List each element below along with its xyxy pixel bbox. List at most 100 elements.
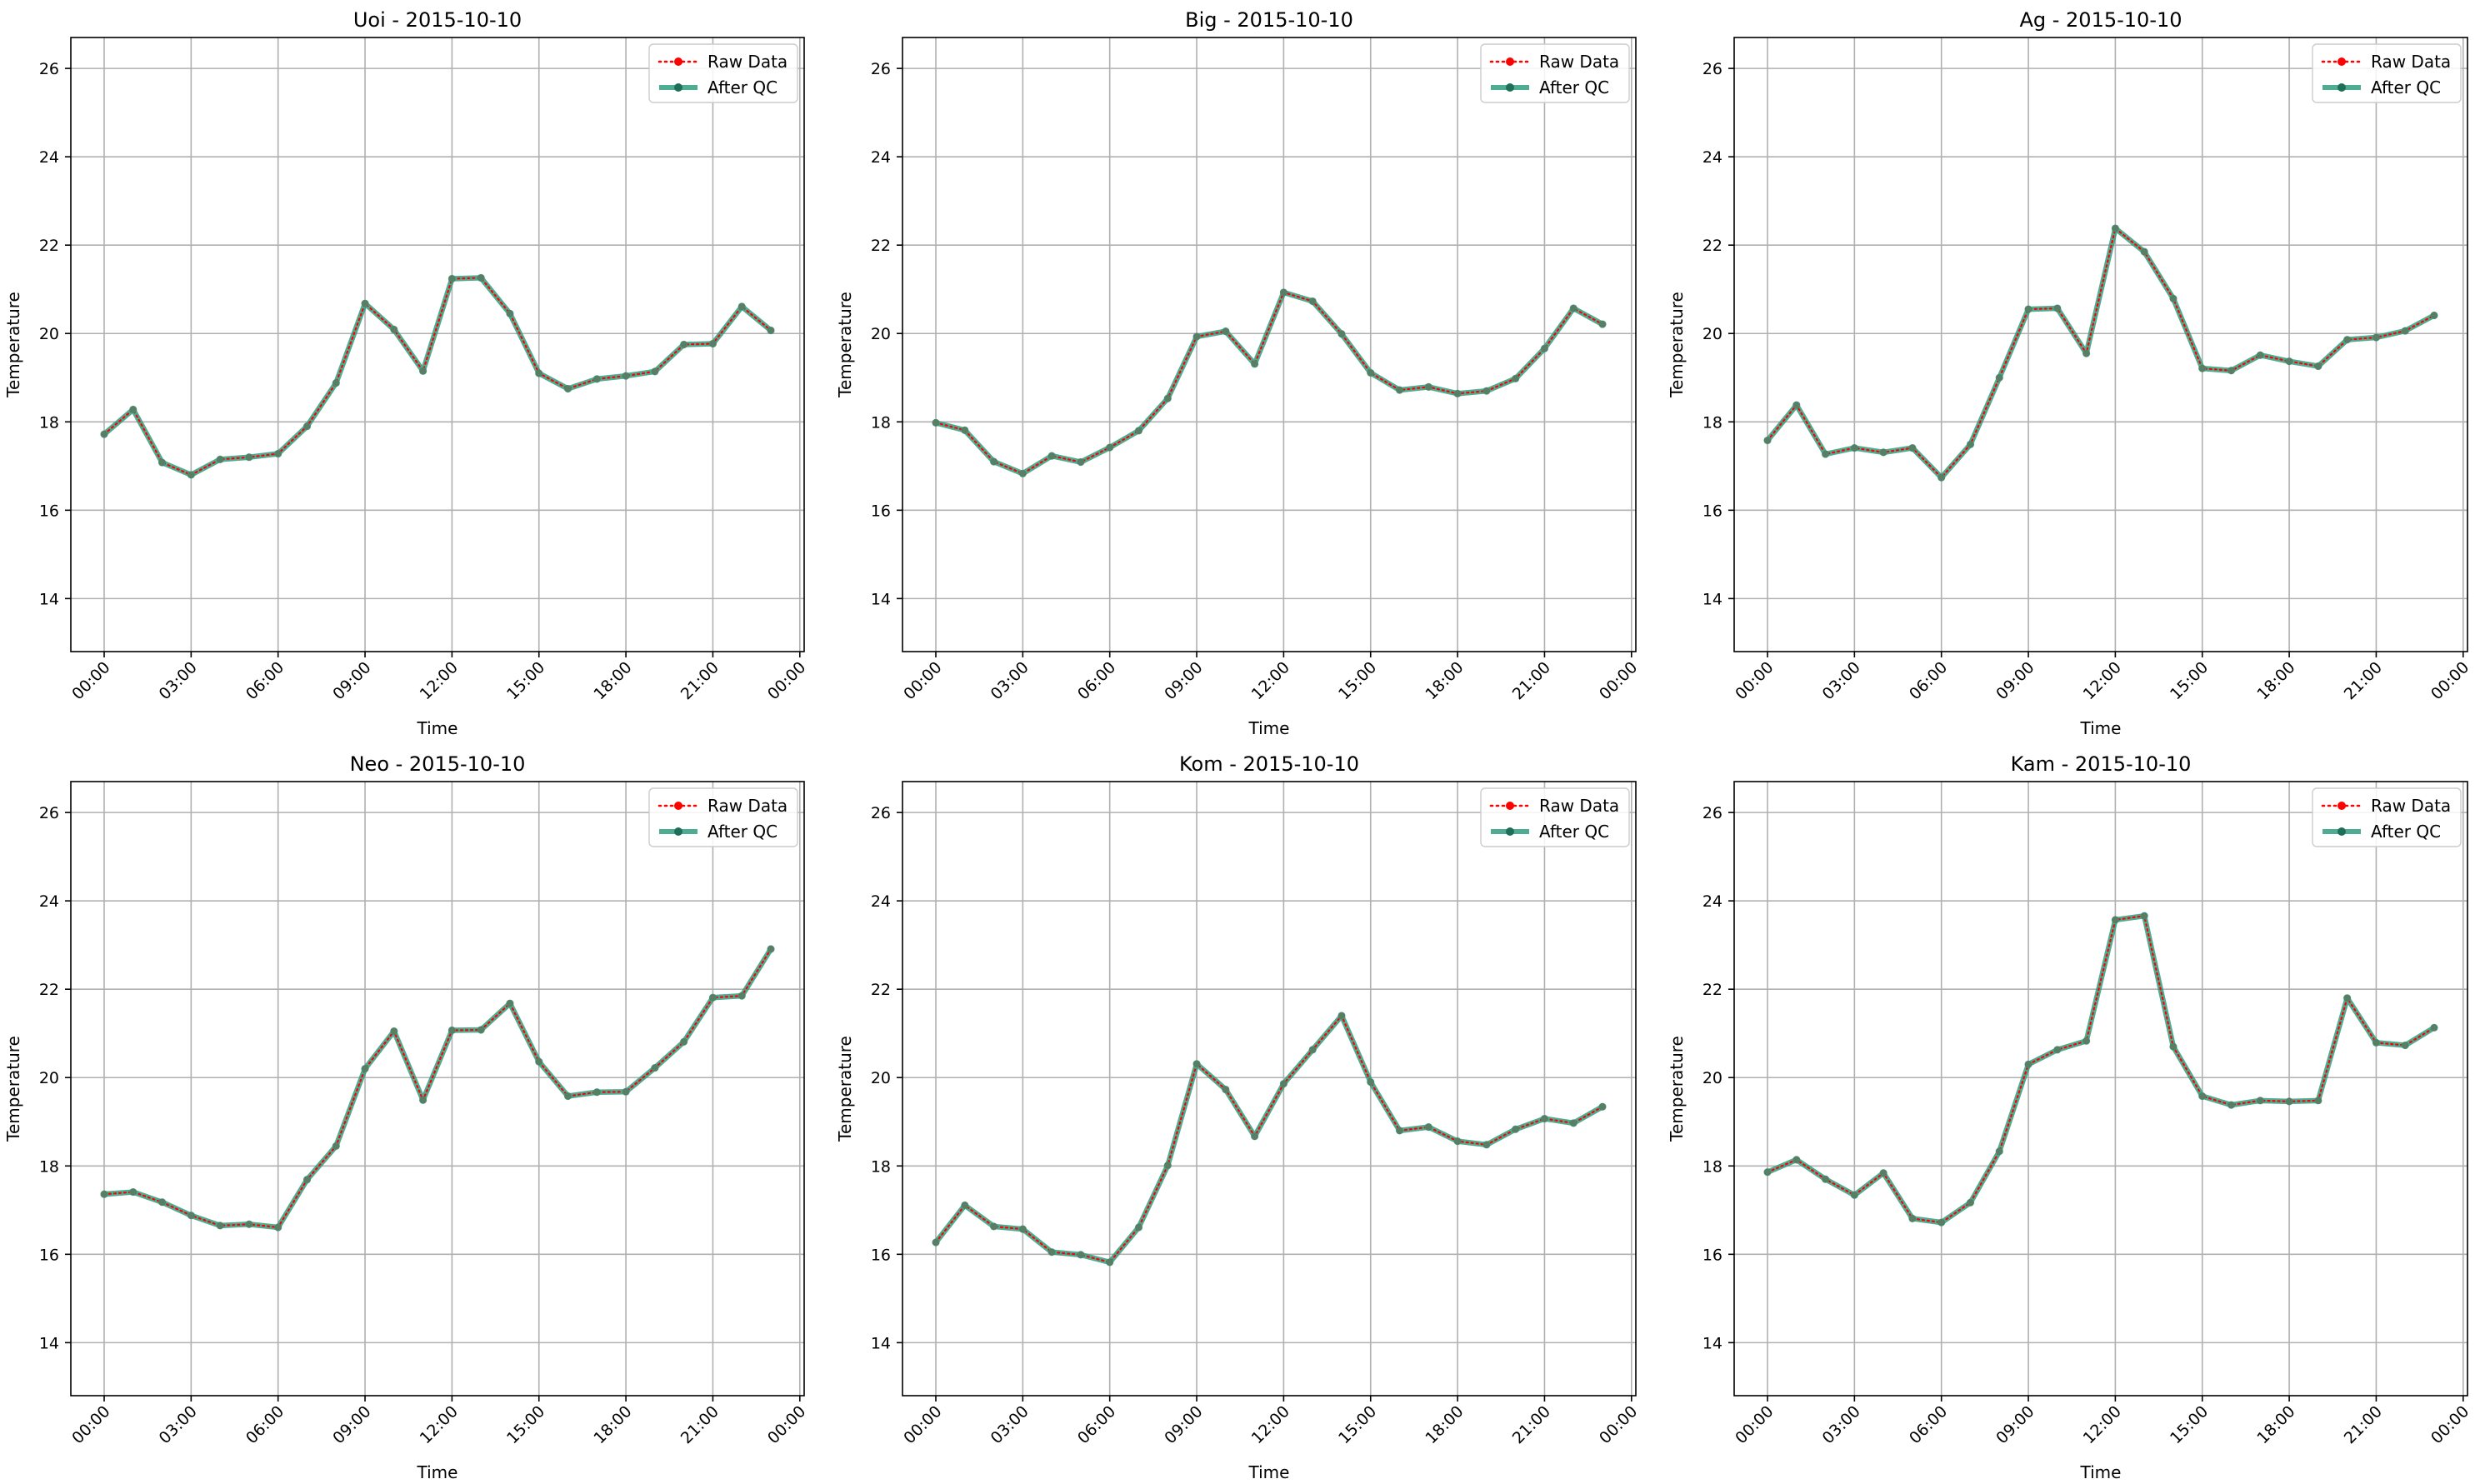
after-qc-point	[2169, 294, 2178, 302]
y-tick-label: 18	[871, 1157, 891, 1176]
y-axis-label: Temperature	[835, 292, 855, 398]
x-tick-label: 12:00	[417, 658, 462, 703]
y-tick-label: 26	[39, 804, 59, 822]
after-qc-point	[1995, 1147, 2003, 1156]
after-qc-point	[563, 384, 572, 393]
x-tick-label: 06:00	[242, 658, 288, 703]
after-qc-point	[1134, 1223, 1143, 1232]
y-tick-label: 26	[1702, 60, 1722, 78]
after-qc-point	[2227, 1101, 2236, 1109]
x-tick-label: 00:00	[900, 658, 945, 703]
y-tick-label: 20	[39, 325, 59, 343]
x-tick-label: 15:00	[1335, 658, 1380, 703]
x-tick-label: 21:00	[2341, 1402, 2386, 1447]
after-qc-point	[1453, 1137, 1462, 1146]
x-tick-label: 00:00	[2428, 1402, 2472, 1447]
x-tick-label: 09:00	[1161, 1402, 1206, 1447]
after-qc-point	[932, 1238, 940, 1247]
x-tick-label: 12:00	[417, 1402, 462, 1447]
y-tick-label: 26	[871, 60, 891, 78]
y-axis-label: Temperature	[835, 1036, 855, 1142]
after-qc-point	[1482, 387, 1491, 395]
after-qc-point	[651, 1063, 659, 1072]
legend: Raw Data After QC	[2312, 43, 2462, 103]
after-qc-point	[129, 1187, 138, 1197]
after-qc-point	[592, 1088, 601, 1097]
chart-panel-3: 14 16 18 20 22 24 26 00:00 03:00 06:00 09:00 12:00 1…	[3, 752, 809, 1482]
after-qc-point	[390, 325, 398, 334]
y-tick-label: 14	[39, 1334, 59, 1352]
after-qc-point	[1251, 360, 1259, 368]
after-qc-point	[448, 1026, 456, 1035]
after-qc-point	[158, 1198, 167, 1207]
chart-title: Neo - 2015-10-10	[350, 752, 526, 776]
y-tick-label: 20	[1702, 325, 1722, 343]
after-qc-point	[332, 1142, 340, 1151]
y-tick-label: 18	[1702, 413, 1722, 432]
x-tick-label: 00:00	[68, 1402, 113, 1447]
after-qc-point	[419, 367, 428, 375]
after-qc-point	[2430, 311, 2438, 320]
after-qc-point	[332, 379, 340, 387]
after-qc-point	[2140, 247, 2148, 256]
after-qc-point	[1850, 1191, 1858, 1199]
after-qc-point	[1512, 1125, 1520, 1133]
after-qc-point	[1763, 1168, 1772, 1177]
y-tick-label: 24	[871, 148, 891, 167]
x-tick-label: 18:00	[2253, 1402, 2298, 1447]
after-qc-point	[129, 405, 138, 414]
x-tick-label: 09:00	[1161, 658, 1206, 703]
after-qc-point	[1850, 443, 1858, 452]
y-tick-label: 24	[1702, 892, 1722, 911]
after-qc-point	[2053, 1046, 2062, 1054]
after-qc-point	[448, 274, 456, 283]
after-qc-point	[2430, 1023, 2438, 1032]
x-tick-label: 12:00	[1248, 658, 1293, 703]
after-qc-point	[1163, 394, 1172, 402]
after-qc-point	[622, 372, 630, 380]
series-line-after-qc	[932, 289, 1606, 477]
after-qc-point	[1222, 327, 1230, 336]
after-qc-point	[1192, 1060, 1201, 1068]
x-tick-label: 18:00	[590, 1402, 635, 1447]
after-qc-point	[1367, 1077, 1375, 1087]
x-tick-label: 21:00	[1509, 1402, 1554, 1447]
series-line-raw-data	[1766, 914, 2436, 1224]
after-qc-point	[1995, 373, 2003, 382]
y-tick-label: 22	[39, 237, 59, 255]
x-tick-label: 21:00	[678, 658, 722, 703]
chart-panel-1: 14 16 18 20 22 24 26 00:00 03:00 06:00 09:00 12:00 1…	[835, 8, 1641, 738]
x-tick-label: 18:00	[590, 658, 635, 703]
after-qc-point	[961, 426, 969, 434]
after-qc-point	[2082, 1037, 2091, 1045]
after-qc-point	[767, 326, 775, 335]
after-qc-point	[477, 273, 485, 282]
legend: Raw Data After QC	[1480, 787, 1630, 847]
y-tick-label: 22	[39, 981, 59, 999]
after-qc-point	[1048, 452, 1056, 460]
after-qc-point	[738, 302, 746, 311]
y-tick-label: 14	[1702, 1334, 1722, 1352]
after-qc-point	[1908, 1214, 1917, 1222]
after-qc-point	[506, 999, 514, 1007]
x-tick-label: 00:00	[68, 658, 113, 703]
after-qc-point	[1821, 450, 1830, 458]
after-qc-point	[1938, 1218, 1946, 1227]
y-tick-label: 24	[1702, 148, 1722, 167]
chart-panel-0: 14 16 18 20 22 24 26 00:00 03:00 06:00 09:00 12:00 1…	[3, 8, 809, 738]
after-qc-point	[1966, 1198, 1975, 1207]
after-qc-point	[708, 993, 718, 1002]
after-qc-point	[274, 449, 282, 458]
legend-marker-after-qc	[1506, 83, 1514, 92]
after-qc-point	[2256, 351, 2264, 359]
y-tick-label: 16	[871, 502, 891, 520]
y-tick-label: 16	[39, 1246, 59, 1264]
y-tick-label: 22	[871, 237, 891, 255]
after-qc-point	[302, 1176, 312, 1184]
legend-label-after-qc: After QC	[2371, 77, 2441, 97]
after-qc-point	[1308, 297, 1317, 306]
after-qc-point	[1077, 457, 1085, 467]
x-tick-label: 00:00	[1596, 1402, 1641, 1447]
series-line-after-qc	[101, 275, 774, 478]
legend-marker-raw-data	[1506, 802, 1514, 810]
